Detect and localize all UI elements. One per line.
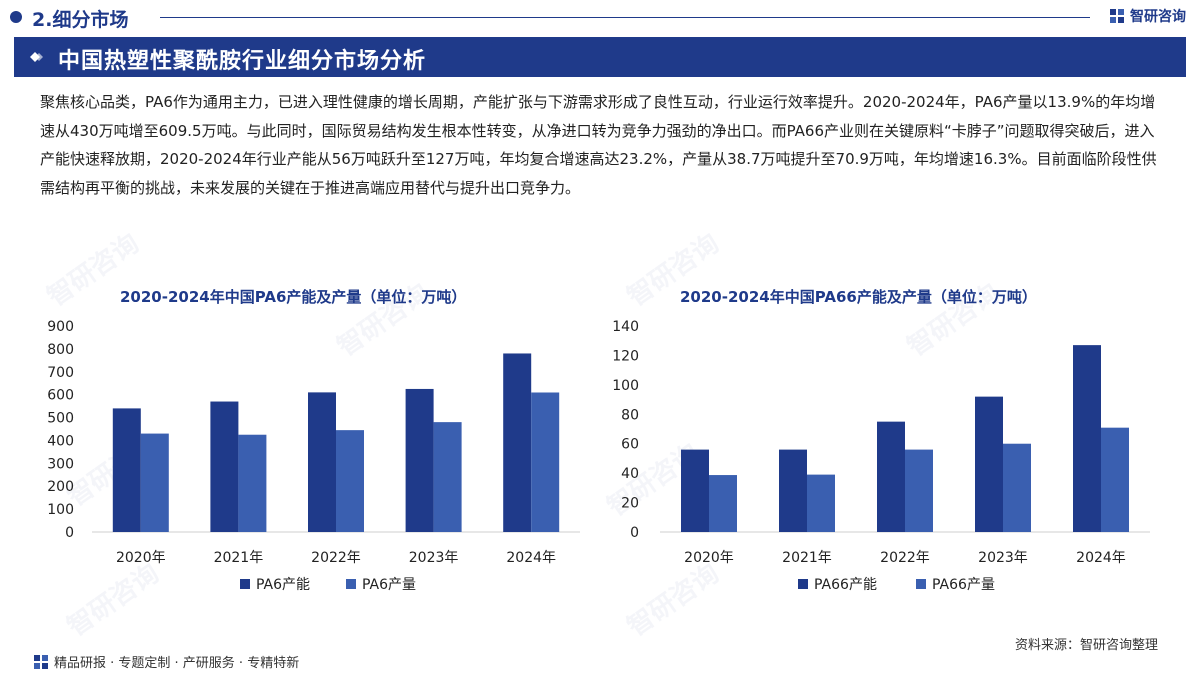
legend-swatch (240, 579, 250, 589)
y-tick-label: 600 (47, 388, 74, 404)
x-tick-label: 2023年 (978, 550, 1028, 566)
x-tick-label: 2021年 (214, 550, 264, 566)
legend-label: PA66产量 (932, 577, 995, 593)
y-tick-label: 80 (621, 407, 639, 423)
y-tick-label: 0 (65, 525, 74, 541)
section-title: 2.细分市场 (32, 9, 129, 31)
x-tick-label: 2022年 (880, 550, 930, 566)
bar-output (709, 475, 737, 532)
chart-title-pa66: 2020-2024年中国PA66产能及产量（单位：万吨） (680, 288, 1037, 306)
y-tick-label: 100 (612, 378, 639, 394)
page-title: 中国热塑性聚酰胺行业细分市场分析 (58, 49, 427, 74)
x-tick-label: 2024年 (506, 550, 556, 566)
intro-paragraph: 聚焦核心品类，PA6作为通用主力，已进入理性健康的增长周期，产能扩张与下游需求形… (40, 93, 1157, 197)
footer-tagline: 精品研报 · 专题定制 · 产研服务 · 专精特新 (54, 656, 300, 671)
divider (160, 17, 1090, 18)
source-note: 资料来源：智研咨询整理 (1014, 638, 1158, 653)
legend-label: PA6产能 (256, 577, 310, 593)
bar-capacity (1073, 345, 1101, 532)
y-tick-label: 60 (621, 437, 639, 453)
x-tick-label: 2020年 (116, 550, 166, 566)
brand-logo-icon (1110, 9, 1124, 23)
bar-capacity (779, 449, 807, 532)
y-tick-label: 100 (47, 502, 74, 518)
y-tick-label: 140 (612, 319, 639, 335)
x-tick-label: 2022年 (311, 550, 361, 566)
y-tick-label: 20 (621, 496, 639, 512)
chart-title-pa6: 2020-2024年中国PA6产能及产量（单位：万吨） (120, 288, 467, 306)
bar-capacity (112, 408, 141, 532)
title-banner: 中国热塑性聚酰胺行业细分市场分析 (14, 37, 1186, 77)
bar-capacity (210, 401, 239, 532)
bar-output (905, 449, 933, 532)
section-bullet-icon (10, 11, 22, 23)
bar-output (140, 433, 169, 532)
bar-capacity (975, 396, 1003, 532)
legend-label: PA66产能 (814, 577, 877, 593)
bar-capacity (405, 388, 434, 532)
x-tick-label: 2023年 (409, 550, 459, 566)
top-bar: 2.细分市场 智研咨询 (0, 0, 1200, 36)
brand: 智研咨询 (1109, 6, 1186, 26)
x-tick-label: 2020年 (684, 550, 734, 566)
y-tick-label: 0 (630, 525, 639, 541)
y-tick-label: 800 (47, 342, 74, 358)
y-tick-label: 300 (47, 456, 74, 472)
y-tick-label: 120 (612, 348, 639, 364)
bar-capacity (681, 449, 709, 532)
bar-output (336, 430, 364, 532)
bar-capacity (503, 353, 532, 532)
legend-swatch (346, 579, 356, 589)
footer-logo-icon (34, 655, 48, 669)
y-tick-label: 900 (47, 319, 74, 335)
bar-capacity (308, 392, 336, 532)
legend-label: PA6产量 (362, 577, 416, 593)
y-tick-label: 400 (47, 433, 74, 449)
y-tick-label: 500 (47, 411, 74, 427)
bar-capacity (877, 421, 905, 532)
legend-swatch (798, 579, 808, 589)
bar-output (238, 434, 267, 532)
bar-output (807, 474, 835, 532)
x-tick-label: 2024年 (1076, 550, 1126, 566)
diamond-icon (30, 52, 43, 62)
brand-name: 智研咨询 (1130, 9, 1186, 25)
x-tick-label: 2021年 (782, 550, 832, 566)
bar-output (531, 392, 560, 532)
legend-swatch (916, 579, 926, 589)
bar-output (433, 422, 462, 532)
y-tick-label: 200 (47, 479, 74, 495)
bar-output (1003, 443, 1031, 532)
bar-output (1101, 427, 1129, 532)
y-tick-label: 40 (621, 466, 639, 482)
y-tick-label: 700 (47, 365, 74, 381)
